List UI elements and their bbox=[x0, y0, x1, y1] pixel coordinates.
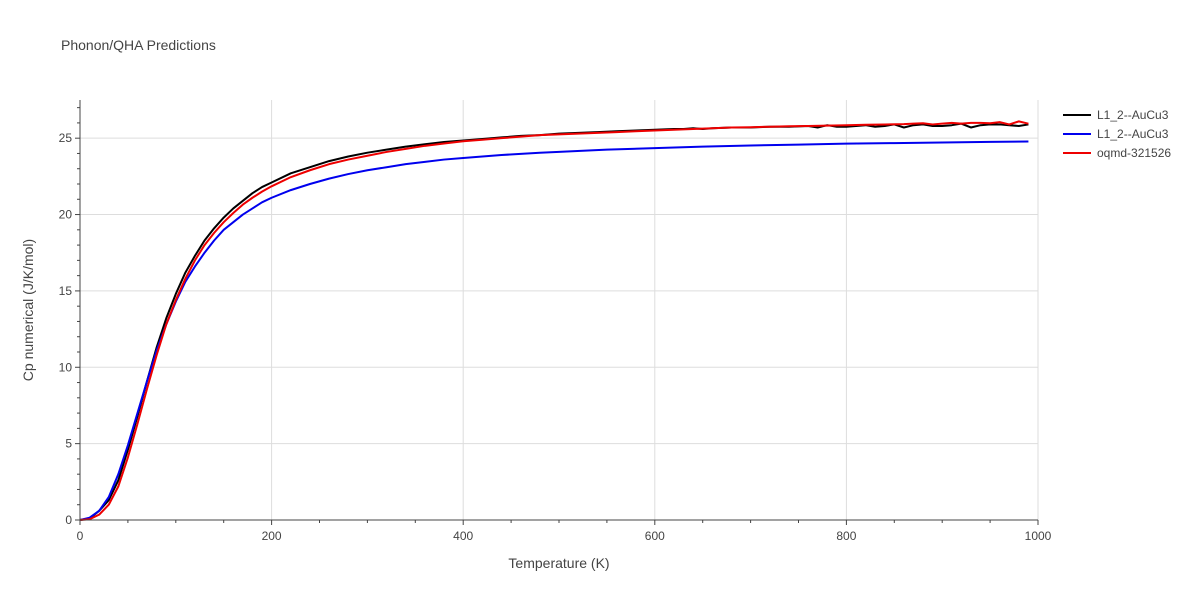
chart-title: Phonon/QHA Predictions bbox=[61, 37, 216, 53]
x-tick-label: 200 bbox=[262, 529, 282, 543]
legend-label-0[interactable]: L1_2--AuCu3 bbox=[1097, 108, 1169, 122]
y-tick-label: 10 bbox=[59, 360, 73, 374]
x-tick-label: 800 bbox=[836, 529, 856, 543]
y-tick-label: 0 bbox=[65, 513, 72, 527]
x-tick-label: 1000 bbox=[1025, 529, 1052, 543]
x-tick-label: 0 bbox=[77, 529, 84, 543]
grid-layer bbox=[80, 100, 1039, 520]
legend-label-2[interactable]: oqmd-321526 bbox=[1097, 146, 1171, 160]
x-tick-label: 400 bbox=[453, 529, 473, 543]
x-axis-title: Temperature (K) bbox=[508, 555, 609, 571]
legend-label-1[interactable]: L1_2--AuCu3 bbox=[1097, 127, 1169, 141]
legend[interactable]: L1_2--AuCu3 L1_2--AuCu3 oqmd-321526 bbox=[1063, 108, 1171, 160]
y-tick-label: 25 bbox=[59, 131, 73, 145]
y-tick-label: 20 bbox=[59, 208, 73, 222]
x-tick-label: 600 bbox=[645, 529, 665, 543]
y-tick-label: 15 bbox=[59, 284, 73, 298]
y-tick-label: 5 bbox=[65, 437, 72, 451]
series-line-1[interactable] bbox=[79, 140, 1029, 521]
axes-layer: 0 200 400 600 800 1000 0 5 10 15 20 25 bbox=[59, 100, 1052, 543]
series-layer bbox=[79, 120, 1029, 521]
series-line-2[interactable] bbox=[79, 120, 1029, 521]
series-line-0[interactable] bbox=[79, 122, 1029, 521]
y-axis-title: Cp numerical (J/K/mol) bbox=[20, 239, 36, 381]
